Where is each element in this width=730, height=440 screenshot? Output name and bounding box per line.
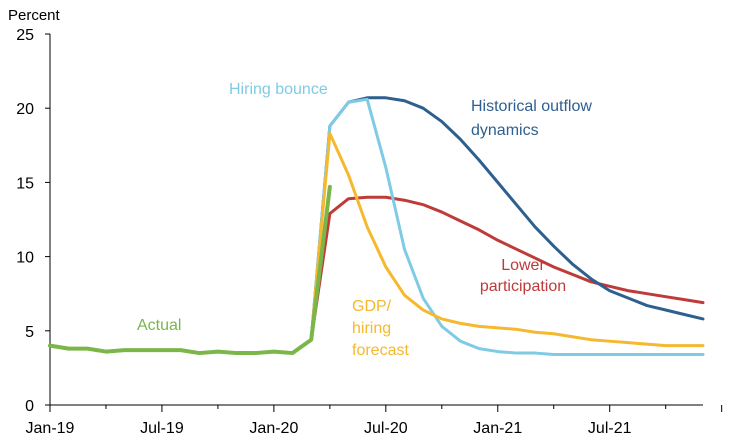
y-tick-label: 0: [25, 398, 34, 415]
x-tick-labels: Jan-19 Jul-19 Jan-20 Jul-20 Jan-21 Jul-21: [26, 420, 632, 437]
annotation-actual: Actual: [137, 317, 181, 334]
x-tick-label: Jan-20: [249, 420, 298, 437]
annotation-historical-outflow-dynamics: Historical outflow: [471, 98, 592, 115]
x-tick-label: Jan-19: [26, 420, 75, 437]
y-tick-label: 15: [16, 175, 34, 192]
annotation-gdp-hiring-forecast: forecast: [352, 342, 409, 359]
series-line-lower-participation: [309, 195, 705, 342]
series-annotations: Actual Hiring bounce Historical outflow dyn…: [137, 81, 592, 359]
series-line-gdp-hiring-forecast: [309, 131, 705, 348]
x-tick-label: Jul-21: [588, 420, 632, 437]
series-line-actual: [48, 184, 332, 356]
series-line-historical-outflow-dynamics: [309, 96, 705, 342]
annotation-gdp-hiring-forecast: hiring: [352, 320, 391, 337]
series-lines: [48, 96, 705, 357]
x-tick-label: Jul-20: [364, 420, 408, 437]
annotation-gdp-hiring-forecast: GDP/: [352, 298, 392, 315]
y-axis-unit-label: Percent: [8, 7, 61, 24]
y-tick-label: 20: [16, 101, 34, 118]
x-tick-label: Jul-19: [140, 420, 184, 437]
y-tick-labels: 0 5 10 15 20 25: [16, 27, 34, 415]
annotation-historical-outflow-dynamics: dynamics: [471, 122, 539, 139]
y-tick-label: 25: [16, 27, 34, 44]
axes: [45, 33, 723, 412]
series-line-hiring-bounce: [309, 97, 705, 357]
annotation-lower-participation: Lower: [501, 257, 545, 274]
y-tick-label: 10: [16, 250, 34, 267]
y-tick-label: 5: [25, 324, 34, 341]
x-tick-label: Jan-21: [473, 420, 522, 437]
annotation-lower-participation: participation: [480, 278, 566, 295]
annotation-hiring-bounce: Hiring bounce: [229, 81, 328, 98]
